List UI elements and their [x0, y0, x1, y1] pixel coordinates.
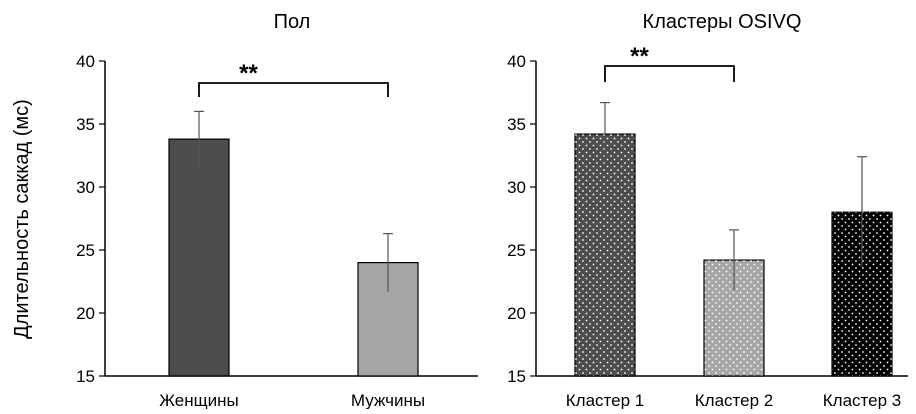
- y-tick-label: 25: [76, 241, 95, 260]
- x-tick-label: Кластер 3: [823, 391, 901, 409]
- y-tick-label: 15: [507, 367, 526, 386]
- y-tick-label: 35: [76, 115, 95, 134]
- significance-label: **: [239, 60, 258, 87]
- y-tick-label: 25: [507, 241, 526, 260]
- y-tick-label: 40: [76, 52, 95, 71]
- y-tick-label: 15: [76, 367, 95, 386]
- x-tick-label: Кластер 2: [695, 391, 773, 409]
- bar-pattern: [575, 134, 635, 376]
- y-tick-label: 30: [76, 178, 95, 197]
- bar: [168, 138, 230, 377]
- y-tick-label: 30: [507, 178, 526, 197]
- y-tick-label: 40: [507, 52, 526, 71]
- significance-label: **: [630, 43, 649, 70]
- y-axis-label: Длительность саккад (мс): [11, 99, 33, 339]
- chart-title: Пол: [274, 11, 311, 33]
- y-tick-label: 20: [507, 304, 526, 323]
- chart-panel-2: Кластеры OSIVQ 15 20 25 30 35 40 Кластер 1 Класт…: [507, 11, 908, 410]
- significance-bracket: [604, 65, 735, 82]
- chart-panel-1: Пол 15 20 25 30 35 40 Женщины Мужчины **: [76, 11, 478, 410]
- chart-title: Кластеры OSIVQ: [643, 11, 802, 33]
- y-tick-label: 20: [76, 304, 95, 323]
- x-tick-label: Женщины: [159, 391, 238, 409]
- x-tick-label: Кластер 1: [566, 391, 644, 409]
- y-tick-label: 35: [507, 115, 526, 134]
- x-tick-label: Мужчины: [351, 391, 425, 409]
- significance-bracket: [198, 82, 389, 97]
